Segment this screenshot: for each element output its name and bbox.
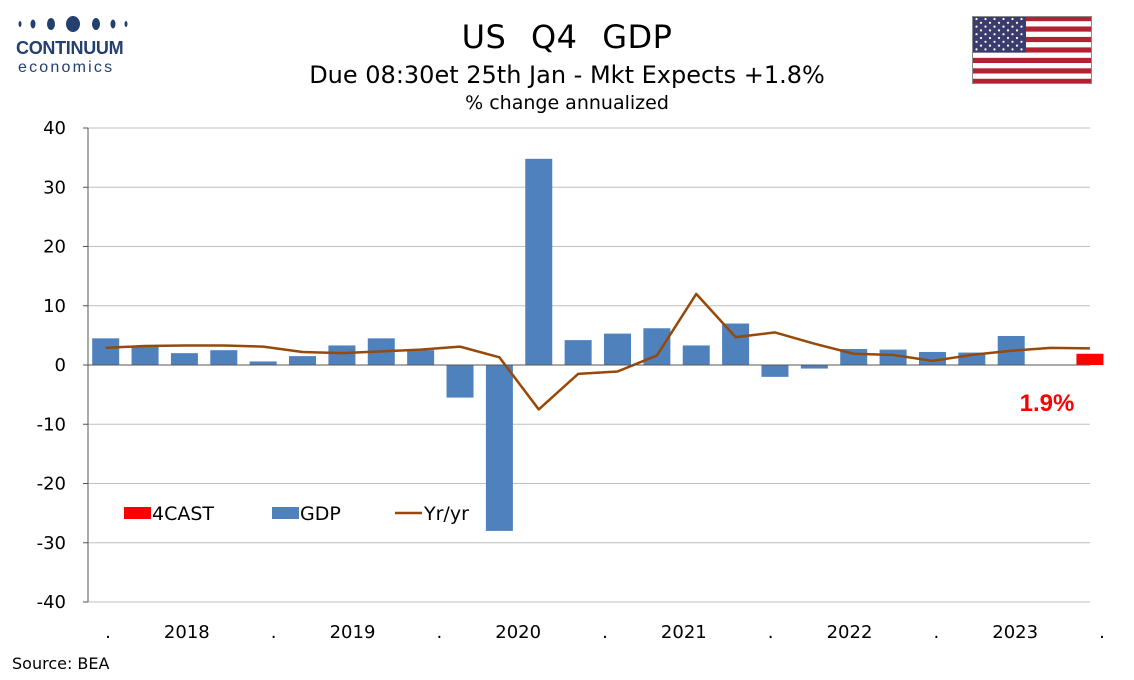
y-tick-label: -40 <box>37 592 66 613</box>
logo-dots-icon <box>18 16 128 32</box>
forecast-label: 1.9% <box>1020 390 1075 417</box>
gdp-bar <box>682 345 710 365</box>
gdp-bar <box>918 351 946 365</box>
legend: 4CAST GDP Yr/yr <box>124 503 469 525</box>
legend-label: 4CAST <box>152 503 214 525</box>
y-tick-label: -10 <box>37 414 66 435</box>
x-tick-dot: . <box>1099 622 1105 643</box>
gdp-bar <box>800 365 828 369</box>
x-tick-dot: . <box>768 622 774 643</box>
y-tick-label: -30 <box>37 533 66 554</box>
annotations: 1.9% <box>1020 390 1075 417</box>
us-flag-icon <box>972 16 1092 84</box>
legend-swatch <box>272 507 299 519</box>
gdp-bar <box>289 356 317 365</box>
yoy-line <box>105 292 1090 411</box>
y-tick-label: 0 <box>55 355 66 376</box>
axes: 40 30 20 10 0 -10 -20 -30 -40. 2018. 2019. 2020. 202… <box>37 118 1105 643</box>
gdp-bar <box>485 365 513 531</box>
y-tick-label: 40 <box>43 118 66 139</box>
x-tick-label: 2018 <box>164 622 210 643</box>
legend-label: GDP <box>300 503 341 525</box>
x-tick-dot: . <box>271 622 277 643</box>
yoy-line-layer <box>105 292 1090 411</box>
gdp-bar <box>170 353 198 365</box>
x-tick-label: 2019 <box>330 622 376 643</box>
gdp-bar <box>249 361 277 365</box>
x-tick-dot: . <box>933 622 939 643</box>
continuum-economics-logo: CONTINUUM economics <box>14 14 134 76</box>
x-tick-dot: . <box>105 622 111 643</box>
gdp-bar <box>92 338 120 365</box>
logo-wordmark: CONTINUUM <box>16 38 124 58</box>
x-tick-dot: . <box>602 622 608 643</box>
gdp-bar <box>722 323 750 365</box>
gdp-bar <box>879 349 907 365</box>
chart-subtitle: Due 08:30et 25th Jan - Mkt Expects +1.8% <box>309 61 825 89</box>
x-tick-label: 2022 <box>827 622 873 643</box>
gdp-bar <box>131 346 159 365</box>
y-tick-label: 30 <box>43 177 66 198</box>
gdp-bar <box>525 158 553 365</box>
forecast-bar <box>1076 353 1104 365</box>
gdp-bar <box>446 365 474 398</box>
chart-title: US Q4 GDP <box>461 18 673 56</box>
legend-label: Yr/yr <box>423 503 469 525</box>
gdp-bar <box>210 350 238 365</box>
gdp-bar <box>761 365 789 377</box>
x-tick-label: 2020 <box>495 622 541 643</box>
gdp-bar <box>328 345 356 365</box>
chart-unit-label: % change annualized <box>465 92 669 114</box>
gdp-bar <box>564 340 592 365</box>
y-tick-label: -20 <box>37 474 66 495</box>
gdp-bar <box>603 333 631 365</box>
source-note: Source: BEA <box>12 654 110 673</box>
x-tick-dot: . <box>436 622 442 643</box>
y-tick-label: 20 <box>43 237 66 258</box>
logo-tagline: economics <box>18 59 115 76</box>
x-tick-label: 2021 <box>661 622 707 643</box>
x-tick-label: 2023 <box>992 622 1038 643</box>
legend-swatch <box>124 507 151 519</box>
gdp-bar <box>407 350 435 365</box>
y-tick-label: 10 <box>43 296 66 317</box>
